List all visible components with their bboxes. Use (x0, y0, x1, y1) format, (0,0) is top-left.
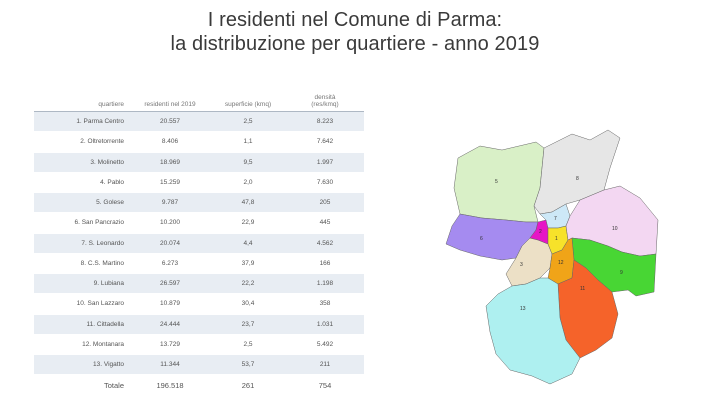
cell-densita: 8.223 (286, 111, 364, 133)
cell-superficie: 2,5 (210, 334, 286, 356)
cell-superficie: 4,4 (210, 233, 286, 254)
cell-superficie: 37,9 (210, 253, 286, 275)
header-residenti: residenti nel 2019 (130, 86, 210, 112)
map-label-1: 1 (555, 236, 558, 242)
map-label-7: 7 (554, 216, 557, 222)
page-title: I residenti nel Comune di Parma: la dist… (0, 8, 710, 56)
cell-superficie: 22,2 (210, 273, 286, 295)
table-row: 3. Molinetto 18.969 9,5 1.997 (34, 152, 364, 173)
table-row: 2. Oltretorrente 8.406 1,1 7.642 (34, 131, 364, 153)
cell-quartiere: 13. Vigatto (34, 354, 130, 376)
cell-quartiere: 1. Parma Centro (34, 111, 130, 133)
cell-residenti: 10.879 (130, 293, 210, 315)
cell-quartiere: 3. Molinetto (34, 152, 130, 173)
district-13 (485, 277, 581, 385)
cell-superficie: 47,8 (210, 192, 286, 214)
table-row: 8. C.S. Martino 6.273 37,9 166 (34, 253, 364, 275)
cell-residenti: 26.597 (130, 273, 210, 295)
table-row: 13. Vigatto 11.344 53,7 211 (34, 354, 364, 376)
table-body: 1. Parma Centro 20.557 2,5 8.223 2. Oltretor… (34, 111, 364, 376)
cell-residenti: 11.344 (130, 354, 210, 376)
total-densita: 754 (286, 374, 364, 397)
district-map: 5 8 6 3 2 7 1 10 9 12 11 13 (440, 128, 664, 390)
cell-densita: 7.630 (286, 172, 364, 194)
map-label-10: 10 (612, 226, 618, 232)
cell-densita: 358 (286, 293, 364, 315)
cell-residenti: 24.444 (130, 314, 210, 335)
header-densita-line1: densità (314, 94, 336, 101)
residents-table: quartiere residenti nel 2019 superficie … (34, 86, 364, 397)
table-row: 12. Montanara 13.729 2,5 5.492 (34, 334, 364, 356)
map-label-12: 12 (558, 260, 564, 266)
cell-densita: 7.642 (286, 131, 364, 153)
header-densita-line2: (res/kmq) (311, 101, 339, 108)
total-superficie: 261 (210, 374, 286, 397)
cell-quartiere: 9. Lubiana (34, 273, 130, 295)
cell-densita: 166 (286, 253, 364, 275)
table-row: 10. San Lazzaro 10.879 30,4 358 (34, 293, 364, 315)
map-label-3: 3 (520, 262, 523, 268)
cell-quartiere: 11. Cittadella (34, 314, 130, 335)
table-row: 7. S. Leonardo 20.074 4,4 4.562 (34, 233, 364, 254)
table-row: 4. Pablo 15.259 2,0 7.630 (34, 172, 364, 194)
cell-quartiere: 12. Montanara (34, 334, 130, 356)
map-label-6: 6 (480, 236, 483, 242)
map-label-11: 11 (580, 286, 585, 292)
cell-superficie: 9,5 (210, 152, 286, 173)
cell-quartiere: 7. S. Leonardo (34, 233, 130, 254)
header-superficie: superficie (kmq) (210, 86, 286, 112)
map-label-2: 2 (539, 229, 542, 235)
header-quartiere: quartiere (34, 86, 130, 112)
cell-superficie: 30,4 (210, 293, 286, 315)
cell-residenti: 9.787 (130, 192, 210, 214)
total-residenti: 196.518 (130, 374, 210, 397)
cell-residenti: 15.259 (130, 172, 210, 194)
cell-quartiere: 5. Golese (34, 192, 130, 214)
map-label-13: 13 (520, 306, 526, 312)
cell-quartiere: 2. Oltretorrente (34, 131, 130, 153)
data-table: quartiere residenti nel 2019 superficie … (34, 86, 364, 397)
cell-quartiere: 8. C.S. Martino (34, 253, 130, 275)
map-label-9: 9 (620, 270, 623, 276)
cell-superficie: 23,7 (210, 314, 286, 335)
table-header-row: quartiere residenti nel 2019 superficie … (34, 86, 364, 112)
total-label: Totale (34, 374, 130, 397)
cell-residenti: 13.729 (130, 334, 210, 356)
table-row: 9. Lubiana 26.597 22,2 1.198 (34, 273, 364, 295)
cell-residenti: 20.557 (130, 111, 210, 133)
district-map-svg: 5 8 6 3 2 7 1 10 9 12 11 13 (445, 129, 659, 385)
cell-densita: 1.198 (286, 273, 364, 295)
table-row: 11. Cittadella 24.444 23,7 1.031 (34, 314, 364, 335)
cell-residenti: 20.074 (130, 233, 210, 254)
cell-superficie: 2,0 (210, 172, 286, 194)
cell-quartiere: 6. San Pancrazio (34, 212, 130, 234)
cell-residenti: 18.969 (130, 152, 210, 173)
cell-superficie: 1,1 (210, 131, 286, 153)
title-line-2: la distribuzione per quartiere - anno 20… (170, 33, 540, 55)
cell-densita: 4.562 (286, 233, 364, 254)
cell-quartiere: 10. San Lazzaro (34, 293, 130, 315)
cell-superficie: 22,9 (210, 212, 286, 234)
title-line-1: I residenti nel Comune di Parma: (207, 9, 503, 31)
cell-densita: 205 (286, 192, 364, 214)
cell-quartiere: 4. Pablo (34, 172, 130, 194)
cell-residenti: 10.200 (130, 212, 210, 234)
header-densita: densità (res/kmq) (286, 86, 364, 112)
total-row: Totale 196.518 261 754 (34, 374, 364, 397)
cell-residenti: 6.273 (130, 253, 210, 275)
table-row: 1. Parma Centro 20.557 2,5 8.223 (34, 111, 364, 133)
cell-superficie: 53,7 (210, 354, 286, 376)
cell-densita: 445 (286, 212, 364, 234)
table-row: 6. San Pancrazio 10.200 22,9 445 (34, 212, 364, 234)
cell-densita: 1.031 (286, 314, 364, 335)
map-label-5: 5 (495, 179, 498, 185)
cell-densita: 1.997 (286, 152, 364, 173)
table-row: 5. Golese 9.787 47,8 205 (34, 192, 364, 214)
cell-residenti: 8.406 (130, 131, 210, 153)
map-label-8: 8 (576, 176, 579, 182)
district-5 (453, 141, 545, 223)
cell-densita: 211 (286, 354, 364, 376)
cell-superficie: 2,5 (210, 111, 286, 133)
cell-densita: 5.492 (286, 334, 364, 356)
